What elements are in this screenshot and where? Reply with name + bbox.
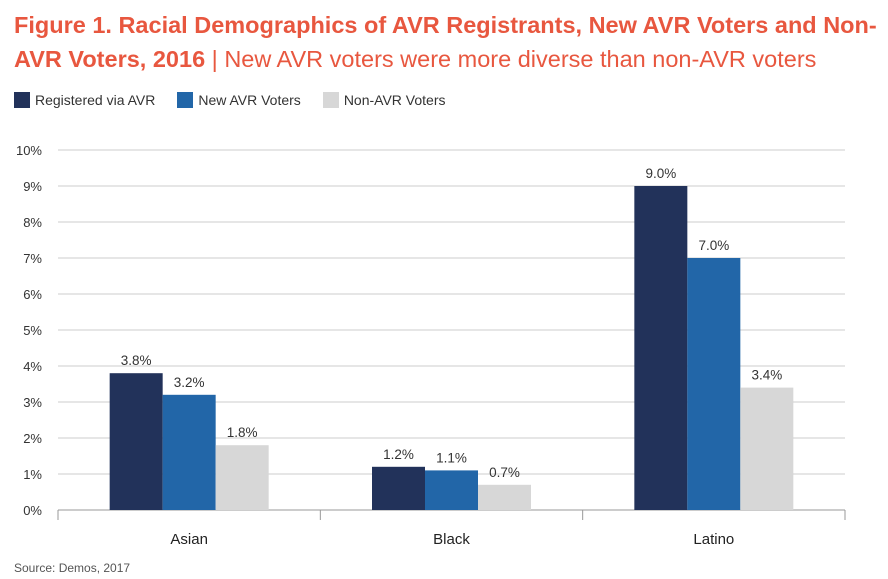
legend-item-non-avr-voters: Non-AVR Voters [322,92,446,108]
y-tick-label: 10% [16,143,42,158]
title-subtitle: New AVR voters were more diverse than no… [224,46,817,72]
source-note: Source: Demos, 2017 [14,561,131,575]
bar [740,387,794,510]
data-label: 7.0% [698,238,729,253]
chart-title: Figure 1. Racial Demographics of AVR Reg… [14,8,884,76]
bar [478,484,531,510]
y-tick-label: 8% [23,215,42,230]
y-tick-label: 3% [23,395,42,410]
y-tick-label: 2% [23,431,42,446]
bar [215,445,269,510]
y-tick-label: 1% [23,467,42,482]
bar [162,394,216,510]
legend-label-non-avr-voters: Non-AVR Voters [343,92,446,108]
legend: Registered via AVR New AVR Voters Non-AV… [14,92,467,108]
y-tick-label: 9% [23,179,42,194]
legend-label-registered-via-avr: Registered via AVR [35,92,156,108]
y-tick-label: 0% [23,503,42,518]
legend-item-new-avr-voters: New AVR Voters [177,92,301,108]
y-tick-label: 6% [23,287,42,302]
y-tick-label: 5% [23,323,42,338]
data-label: 0.7% [489,465,520,480]
x-category-label: Latino [693,531,734,548]
bar [109,373,163,510]
data-label: 1.8% [227,425,258,440]
data-label: 9.0% [645,166,676,181]
data-label: 3.8% [121,353,152,368]
y-tick-label: 7% [23,251,42,266]
x-category-label: Asian [170,531,208,548]
bar-chart: 0% 1% 2% 3% 4% 5% 6% 7% 8% 9% 10% 3.8% 3.2% 1.8% Asian… [16,143,846,548]
y-tick-label: 4% [23,359,42,374]
bar [425,470,478,510]
x-category-label: Black [433,531,470,548]
bar [687,258,741,510]
data-label: 1.1% [436,450,467,465]
legend-swatch-registered-via-avr [14,92,30,108]
data-label: 1.2% [383,447,414,462]
legend-item-registered-via-avr: Registered via AVR [14,92,155,108]
bar [634,186,688,510]
bar [372,466,425,510]
legend-swatch-new-avr-voters [177,92,194,108]
title-separator: | [211,46,218,72]
title-main: Figure 1. Racial Demographics of AVR Reg… [14,12,877,72]
legend-label-new-avr-voters: New AVR Voters [198,92,301,108]
legend-swatch-non-avr-voters [322,92,339,108]
data-label: 3.2% [174,375,205,390]
data-label: 3.4% [751,368,782,383]
